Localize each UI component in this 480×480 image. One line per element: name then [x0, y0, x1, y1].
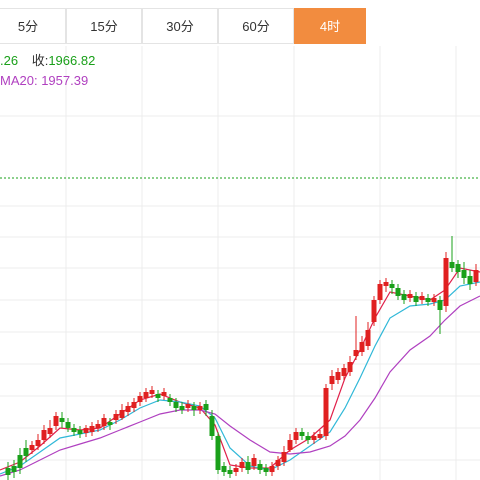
- candle-body-72: [437, 300, 443, 310]
- quote-info: .26 收:1966.82 MA20: 1957.39: [0, 51, 95, 91]
- candle-body-33: [203, 404, 209, 410]
- ma-slow-line: [0, 295, 480, 477]
- candle-body-47: [287, 440, 293, 450]
- candle-body-43: [263, 468, 269, 472]
- chart-grid: [0, 46, 480, 480]
- candle-body-10: [65, 422, 71, 428]
- candle-body-44: [269, 466, 275, 472]
- candle-body-24: [149, 390, 155, 394]
- candle-body-5: [35, 440, 41, 446]
- ma-mid-line: [0, 281, 480, 475]
- timeframe-tab-bar: 5分 15分 30分 60分 4时: [0, 0, 480, 46]
- candle-body-77: [467, 276, 473, 284]
- candle-body-40: [245, 462, 251, 470]
- candle-body-66: [401, 294, 407, 300]
- candle-body-28: [173, 402, 179, 408]
- candle-body-20: [125, 406, 131, 412]
- candle-body-2: [17, 455, 23, 468]
- candle-body-17: [107, 422, 113, 425]
- candle-body-7: [47, 428, 53, 434]
- candle-body-31: [191, 406, 197, 410]
- candle-body-64: [389, 284, 395, 288]
- candle-body-55: [335, 372, 341, 380]
- candle-body-45: [275, 460, 281, 466]
- candle-body-4: [29, 445, 35, 450]
- candle-body-26: [161, 392, 167, 396]
- tab-15min[interactable]: 15分: [66, 8, 142, 44]
- candle-body-75: [455, 264, 461, 272]
- partial-price-value: .26: [0, 53, 19, 68]
- candle-body-69: [419, 296, 425, 300]
- tab-60min[interactable]: 60分: [218, 8, 294, 44]
- candle-body-65: [395, 288, 401, 296]
- moving-average-lines: [0, 267, 480, 477]
- candle-body-18: [113, 414, 119, 420]
- candle-body-54: [329, 376, 335, 384]
- candle-body-0: [5, 468, 11, 475]
- candle-body-38: [233, 468, 239, 472]
- candle-body-25: [155, 394, 161, 398]
- tab-30min[interactable]: 30分: [142, 8, 218, 44]
- candle-body-53: [323, 388, 329, 436]
- candle-body-6: [41, 430, 47, 440]
- ma20-label: MA20:: [0, 73, 38, 88]
- candle-body-12: [77, 430, 83, 434]
- candle-body-58: [353, 350, 359, 356]
- candle-body-21: [131, 402, 137, 408]
- candle-body-13: [83, 428, 89, 433]
- candle-body-39: [239, 462, 245, 468]
- candle-body-11: [71, 428, 77, 432]
- candle-body-56: [341, 368, 347, 376]
- candle-body-22: [137, 396, 143, 402]
- candle-body-49: [299, 432, 305, 436]
- candle-body-78: [473, 270, 479, 282]
- candle-body-71: [431, 298, 437, 302]
- candle-body-9: [59, 418, 65, 422]
- candle-body-27: [167, 398, 173, 402]
- candle-body-14: [89, 426, 95, 432]
- candle-body-29: [179, 406, 185, 410]
- ma20-value: 1957.39: [41, 73, 89, 88]
- candles: [5, 236, 479, 480]
- candle-body-68: [413, 296, 419, 302]
- candle-body-37: [227, 470, 233, 474]
- candle-body-63: [383, 282, 389, 286]
- candle-body-57: [347, 362, 353, 372]
- close-value: 1966.82: [48, 53, 96, 68]
- candle-body-32: [197, 406, 203, 410]
- ma-fast-line: [0, 267, 480, 471]
- candlestick-chart: [0, 46, 480, 480]
- candle-body-16: [101, 418, 107, 426]
- candle-body-46: [281, 452, 287, 462]
- candle-body-15: [95, 424, 101, 428]
- candle-body-41: [251, 458, 257, 466]
- candle-body-61: [371, 300, 377, 322]
- candle-body-23: [143, 392, 149, 398]
- candle-body-42: [257, 464, 263, 470]
- candle-body-51: [311, 436, 317, 440]
- candle-body-62: [377, 284, 383, 300]
- candle-body-19: [119, 410, 125, 418]
- candle-body-74: [449, 262, 455, 268]
- candle-body-3: [23, 448, 29, 456]
- candle-body-67: [407, 294, 413, 298]
- candle-body-34: [209, 416, 215, 436]
- candle-body-76: [461, 270, 467, 278]
- candle-body-59: [359, 342, 365, 352]
- tab-4hour[interactable]: 4时: [294, 8, 366, 44]
- candle-body-50: [305, 436, 311, 440]
- candle-body-70: [425, 298, 431, 302]
- candle-body-60: [365, 330, 371, 346]
- candle-body-73: [443, 258, 449, 306]
- tab-5min[interactable]: 5分: [0, 8, 66, 44]
- candle-body-30: [185, 404, 191, 408]
- candle-body-36: [221, 466, 227, 472]
- candle-body-8: [53, 416, 59, 426]
- close-label: 收:: [31, 53, 49, 68]
- candle-body-52: [317, 434, 323, 438]
- candle-body-1: [11, 466, 17, 472]
- candle-body-35: [215, 436, 221, 470]
- candle-body-48: [293, 432, 299, 440]
